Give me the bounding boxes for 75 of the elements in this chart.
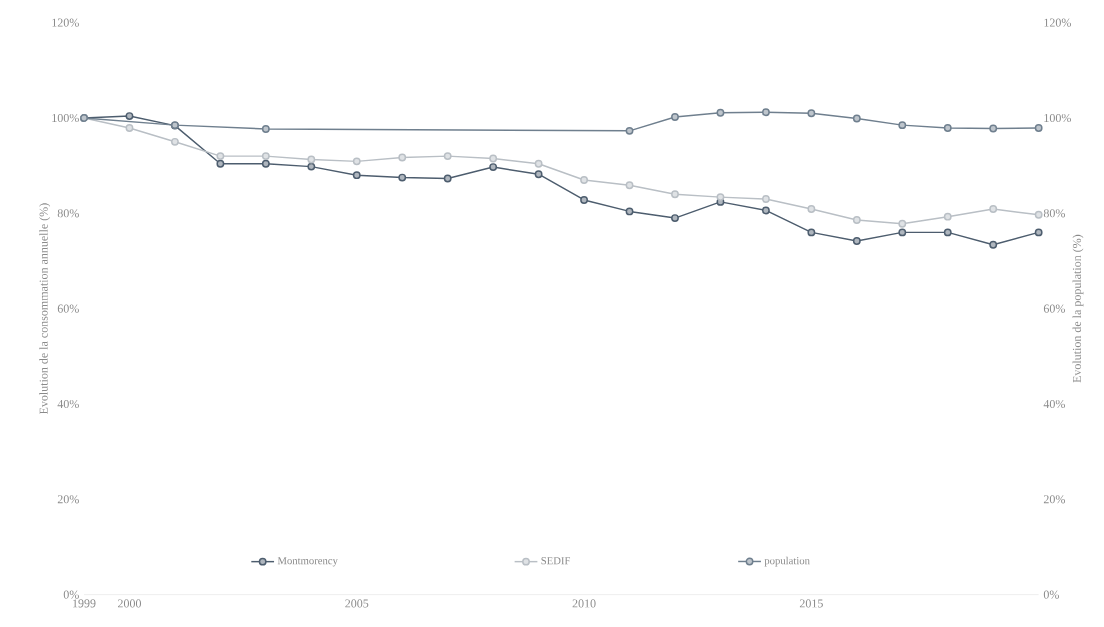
y-tick-label: 100% <box>52 113 79 123</box>
x-tick-label: 2015 <box>799 599 823 608</box>
point <box>716 193 725 202</box>
point <box>261 159 270 168</box>
point <box>898 219 907 228</box>
y2-tick-label: 120% <box>1044 18 1071 27</box>
point <box>261 125 270 133</box>
point <box>807 205 816 213</box>
y-tick-label: 120% <box>52 18 79 27</box>
y2-tick-label: 80% <box>1043 209 1065 218</box>
point <box>489 163 498 172</box>
x-tick-label: 2010 <box>572 599 596 608</box>
point <box>125 112 134 121</box>
point <box>761 108 770 117</box>
legend-label: SEDIF <box>541 557 571 565</box>
point <box>943 212 952 221</box>
x-tick-label: 2005 <box>345 599 369 608</box>
y-tick-label: 80% <box>57 209 79 218</box>
point <box>852 237 861 245</box>
point <box>625 207 634 216</box>
point <box>307 162 316 171</box>
y-tick-label: 0% <box>63 590 79 599</box>
point <box>1034 124 1043 132</box>
point <box>580 196 589 204</box>
point <box>352 171 361 180</box>
y2-tick-label: 0% <box>1043 590 1059 599</box>
point <box>443 174 452 183</box>
point <box>807 109 816 118</box>
point <box>989 205 998 213</box>
point <box>671 190 679 199</box>
point <box>807 228 816 237</box>
point <box>852 114 861 123</box>
y-tick-label: 20% <box>57 495 79 504</box>
point <box>671 113 679 121</box>
y2-tick-label: 100% <box>1044 113 1071 123</box>
y-tick-label: 40% <box>57 399 79 409</box>
point <box>261 152 270 161</box>
point <box>625 126 634 135</box>
y2-tick-label: 20% <box>1043 495 1065 504</box>
point <box>761 206 770 215</box>
point <box>398 153 407 162</box>
point <box>625 181 634 190</box>
y2-axis-title: Evolution de la population (%) <box>1072 234 1084 383</box>
point <box>170 137 179 146</box>
y-axis-title: Evolution de la consommation annuelle (%) <box>39 203 51 415</box>
legend-label: Montmorency <box>277 557 338 567</box>
x-tick-label: 2000 <box>117 599 142 608</box>
point <box>671 214 679 223</box>
legend-label: population <box>764 556 810 567</box>
point <box>898 121 907 130</box>
point <box>216 159 225 168</box>
point <box>125 124 134 132</box>
point <box>443 152 452 161</box>
point <box>989 240 998 249</box>
point <box>1034 210 1043 219</box>
point <box>761 195 770 203</box>
y-tick-label: 60% <box>57 304 79 313</box>
x-tick-label: 1999 <box>73 599 96 608</box>
point <box>398 173 407 182</box>
point <box>716 108 725 117</box>
y2-tick-label: 60% <box>1043 304 1065 313</box>
point <box>580 176 589 184</box>
point <box>852 216 861 224</box>
point <box>307 155 316 164</box>
point <box>216 152 225 161</box>
point <box>534 170 543 179</box>
point <box>489 154 498 163</box>
point <box>943 124 952 132</box>
point <box>1034 228 1043 237</box>
point <box>534 159 543 168</box>
y2-tick-label: 40% <box>1043 399 1065 409</box>
point <box>989 124 998 133</box>
point <box>352 157 361 166</box>
point <box>898 228 907 237</box>
point <box>943 228 952 237</box>
